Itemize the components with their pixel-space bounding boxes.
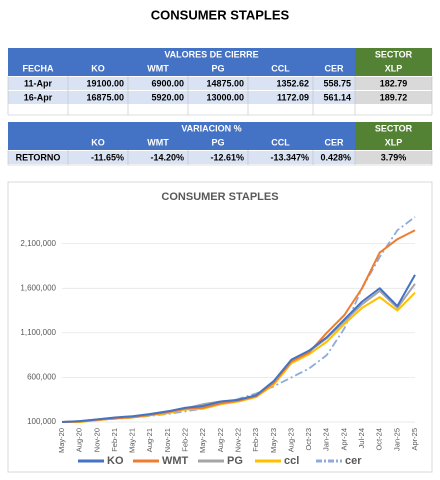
column-header: KO bbox=[91, 63, 105, 73]
y-tick-label: 1,100,000 bbox=[20, 328, 56, 337]
cell: -12.61% bbox=[210, 152, 244, 162]
y-tick-label: 100,000 bbox=[27, 417, 56, 426]
x-tick-label: May-20 bbox=[57, 428, 66, 453]
column-header: CCL bbox=[271, 137, 290, 147]
cell: 1352.62 bbox=[276, 78, 309, 88]
legend-label: KO bbox=[107, 455, 124, 467]
row-band bbox=[8, 91, 355, 104]
x-tick-label: Feb-22 bbox=[181, 428, 190, 452]
column-header: XLP bbox=[385, 63, 403, 73]
chart-title: CONSUMER STAPLES bbox=[161, 191, 278, 203]
x-tick-label: Feb-21 bbox=[110, 428, 119, 452]
x-tick-label: Aug-21 bbox=[145, 428, 154, 452]
sector-cell bbox=[355, 151, 432, 164]
legend-label: ccl bbox=[284, 455, 299, 467]
column-header: WMT bbox=[147, 63, 169, 73]
x-tick-label: Aug-22 bbox=[216, 428, 225, 452]
header-band bbox=[8, 48, 355, 76]
x-tick-label: Nov-20 bbox=[92, 428, 101, 452]
cell: 11-Apr bbox=[24, 78, 53, 88]
column-header: CER bbox=[324, 137, 344, 147]
sector-header: SECTOR bbox=[375, 123, 413, 133]
cell: -11.65% bbox=[91, 152, 124, 162]
sector-band bbox=[355, 122, 432, 150]
cell: 14875.00 bbox=[206, 78, 244, 88]
header-band bbox=[8, 122, 355, 150]
cell: -13.347% bbox=[270, 152, 309, 162]
sector-cell bbox=[355, 91, 432, 104]
x-tick-label: Nov-22 bbox=[233, 428, 242, 452]
column-header: CCL bbox=[271, 63, 290, 73]
column-header: PG bbox=[211, 63, 224, 73]
cell: 1172.09 bbox=[277, 92, 309, 102]
cell: 19100.00 bbox=[86, 78, 124, 88]
column-header: WMT bbox=[147, 137, 169, 147]
x-tick-label: Jan-25 bbox=[392, 428, 401, 451]
cell: 558.75 bbox=[323, 78, 351, 88]
sector-band bbox=[355, 48, 432, 76]
cell: 3.79% bbox=[381, 152, 407, 162]
sector-header: SECTOR bbox=[375, 49, 413, 59]
cell: 5920.00 bbox=[151, 92, 184, 102]
column-header: XLP bbox=[385, 137, 403, 147]
row-band bbox=[8, 151, 355, 164]
cell: 13000.00 bbox=[206, 92, 244, 102]
chart-frame bbox=[7, 181, 433, 473]
legend-label: PG bbox=[227, 455, 243, 467]
cell: 16875.00 bbox=[86, 92, 124, 102]
x-tick-label: Aug-23 bbox=[286, 428, 295, 452]
column-header: CER bbox=[324, 63, 344, 73]
row-band bbox=[8, 77, 355, 90]
table-header: VARIACION % bbox=[181, 123, 241, 133]
cell: 6900.00 bbox=[151, 78, 184, 88]
x-tick-label: Apr-25 bbox=[410, 428, 419, 451]
x-tick-label: Oct-23 bbox=[304, 428, 313, 451]
y-tick-label: 2,100,000 bbox=[20, 239, 56, 248]
x-tick-label: May-21 bbox=[128, 428, 137, 453]
x-tick-label: Aug-20 bbox=[75, 428, 84, 452]
x-tick-label: May-22 bbox=[198, 428, 207, 453]
x-tick-label: Oct-24 bbox=[375, 428, 384, 451]
sector-cell bbox=[355, 77, 432, 90]
cell: RETORNO bbox=[16, 152, 61, 162]
cell: 16-Apr bbox=[24, 92, 53, 102]
x-tick-label: Feb-23 bbox=[251, 428, 260, 452]
table-header: VALORES DE CIERRE bbox=[164, 49, 258, 59]
cell: -14.20% bbox=[150, 152, 184, 162]
x-tick-label: Jan-24 bbox=[322, 428, 331, 451]
column-header: FECHA bbox=[23, 63, 54, 73]
legend-label: WMT bbox=[162, 455, 189, 467]
x-tick-label: Jul-24 bbox=[357, 428, 366, 448]
x-tick-label: Nov-21 bbox=[163, 428, 172, 452]
y-tick-label: 600,000 bbox=[27, 373, 56, 382]
y-tick-label: 1,600,000 bbox=[20, 283, 56, 292]
x-tick-label: Apr-24 bbox=[339, 428, 348, 451]
cell: 189.72 bbox=[380, 92, 408, 102]
x-tick-label: May-23 bbox=[269, 428, 278, 453]
series-line bbox=[61, 274, 416, 423]
column-header: PG bbox=[211, 137, 224, 147]
legend-label: cer bbox=[345, 455, 362, 467]
page-title: CONSUMER STAPLES bbox=[151, 7, 290, 22]
cell: 0.428% bbox=[320, 152, 351, 162]
column-header: KO bbox=[91, 137, 105, 147]
cell: 561.14 bbox=[323, 92, 351, 102]
cell: 182.79 bbox=[380, 78, 408, 88]
